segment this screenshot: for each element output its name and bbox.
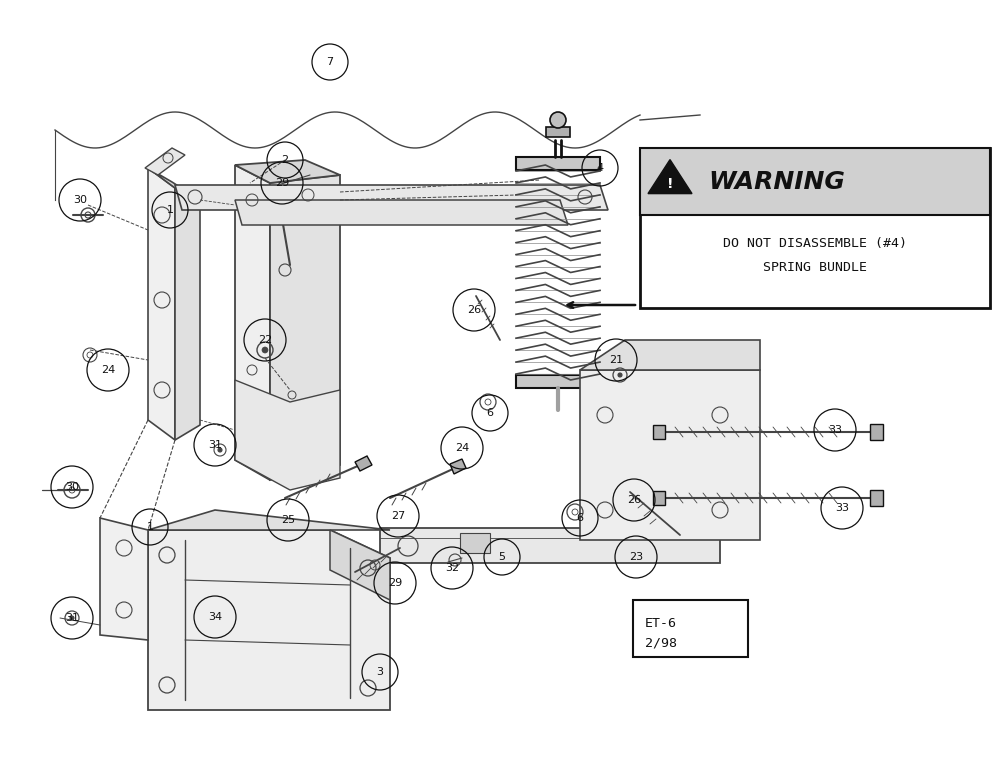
Text: 26: 26 bbox=[467, 305, 481, 315]
Text: 21: 21 bbox=[609, 355, 623, 365]
Circle shape bbox=[70, 616, 74, 620]
Text: 26: 26 bbox=[627, 495, 641, 505]
Text: 3: 3 bbox=[376, 667, 384, 677]
Polygon shape bbox=[330, 530, 390, 600]
Polygon shape bbox=[235, 200, 568, 225]
Polygon shape bbox=[450, 459, 466, 474]
Polygon shape bbox=[870, 490, 883, 506]
Polygon shape bbox=[653, 425, 665, 439]
Polygon shape bbox=[175, 185, 608, 210]
Text: 1: 1 bbox=[146, 522, 154, 532]
Polygon shape bbox=[145, 148, 185, 175]
Polygon shape bbox=[516, 157, 600, 170]
Polygon shape bbox=[175, 188, 200, 440]
Text: 27: 27 bbox=[391, 511, 405, 521]
Text: 29: 29 bbox=[275, 178, 289, 188]
Circle shape bbox=[218, 448, 222, 452]
Polygon shape bbox=[235, 165, 270, 480]
Text: 32: 32 bbox=[445, 563, 459, 573]
Text: 23: 23 bbox=[629, 552, 643, 562]
Polygon shape bbox=[648, 160, 692, 194]
Polygon shape bbox=[460, 533, 490, 553]
Circle shape bbox=[550, 112, 566, 128]
Text: ET-6: ET-6 bbox=[645, 617, 677, 630]
Polygon shape bbox=[148, 510, 390, 530]
Text: SPRING BUNDLE: SPRING BUNDLE bbox=[763, 261, 867, 274]
Text: 6: 6 bbox=[486, 408, 494, 418]
Polygon shape bbox=[546, 127, 570, 137]
Text: 34: 34 bbox=[208, 612, 222, 622]
Polygon shape bbox=[355, 456, 372, 471]
Polygon shape bbox=[148, 168, 200, 200]
Text: 25: 25 bbox=[281, 515, 295, 525]
Circle shape bbox=[262, 347, 268, 353]
Text: 33: 33 bbox=[828, 425, 842, 435]
Polygon shape bbox=[516, 375, 600, 388]
Text: 7: 7 bbox=[326, 57, 334, 67]
Polygon shape bbox=[270, 175, 340, 480]
Text: 31: 31 bbox=[208, 440, 222, 450]
Text: 24: 24 bbox=[455, 443, 469, 453]
Bar bbox=[633, 600, 748, 657]
Text: 6: 6 bbox=[576, 513, 584, 523]
Text: 5: 5 bbox=[498, 552, 506, 562]
Text: 30: 30 bbox=[73, 195, 87, 205]
Polygon shape bbox=[100, 518, 148, 640]
Polygon shape bbox=[580, 370, 760, 540]
Bar bbox=[640, 148, 990, 308]
Polygon shape bbox=[580, 340, 760, 370]
Text: 1: 1 bbox=[166, 205, 174, 215]
Text: 22: 22 bbox=[258, 335, 272, 345]
Polygon shape bbox=[148, 530, 390, 710]
Text: DO NOT DISASSEMBLE (#4): DO NOT DISASSEMBLE (#4) bbox=[723, 237, 907, 250]
Polygon shape bbox=[235, 160, 340, 183]
Polygon shape bbox=[870, 424, 883, 440]
Polygon shape bbox=[380, 528, 720, 563]
Polygon shape bbox=[653, 491, 665, 505]
Polygon shape bbox=[235, 380, 340, 490]
Text: 31: 31 bbox=[65, 613, 79, 623]
Bar bbox=[640, 148, 990, 215]
Circle shape bbox=[618, 373, 622, 377]
Text: 30: 30 bbox=[65, 482, 79, 492]
Text: !: ! bbox=[667, 176, 673, 191]
Text: 4: 4 bbox=[596, 163, 604, 173]
Polygon shape bbox=[148, 168, 175, 440]
Text: 2: 2 bbox=[281, 155, 289, 165]
Text: 29: 29 bbox=[388, 578, 402, 588]
Text: 33: 33 bbox=[835, 503, 849, 513]
Text: 24: 24 bbox=[101, 365, 115, 375]
Text: 2/98: 2/98 bbox=[645, 637, 677, 650]
Text: WARNING: WARNING bbox=[708, 169, 845, 194]
